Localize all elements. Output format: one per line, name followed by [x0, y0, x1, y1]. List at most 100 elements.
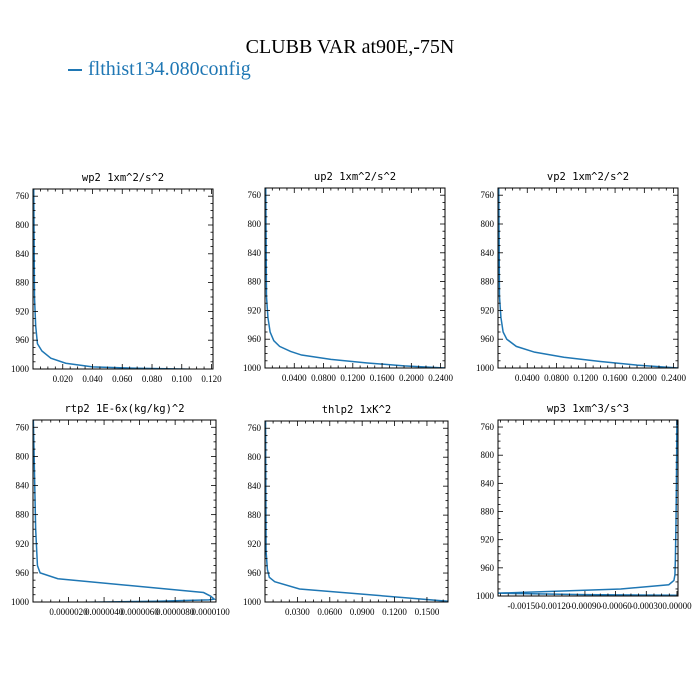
subplot-title: vp2 1xm^2/s^2 [547, 171, 629, 183]
y-tick-label: 840 [481, 478, 495, 488]
subplot-title: wp3 1xm^3/s^3 [547, 403, 629, 415]
x-tick-label: 0.020 [53, 374, 74, 384]
x-tick-label: 0.0000020 [49, 607, 88, 617]
plot-frame [264, 420, 449, 603]
x-tick-label: 0.0400 [282, 373, 307, 383]
x-tick-label: 0.100 [172, 374, 193, 384]
x-tick-label: 0.1200 [382, 607, 407, 617]
y-tick-label: 840 [16, 249, 30, 259]
series-line [265, 421, 448, 602]
x-tick-label: -0.00120 [538, 601, 571, 611]
y-tick-label: 960 [16, 335, 30, 345]
subplot-2: up2 1xm^2/s^2 760 800 840 880 920 960 1000 0.040… [243, 171, 453, 383]
plot-frame [497, 187, 679, 369]
subplot-3: vp2 1xm^2/s^2 760 800 840 880 920 960 1000 0.040… [476, 171, 686, 383]
y-tick-label: 800 [481, 450, 495, 460]
y-tick-label: 840 [481, 248, 495, 258]
y-tick-label: 920 [248, 539, 262, 549]
y-tick-label: 800 [248, 452, 262, 462]
y-tick-label: 800 [481, 219, 495, 229]
subplot-title: up2 1xm^2/s^2 [314, 171, 396, 183]
legend-line-icon [68, 69, 82, 72]
plot-frame [32, 419, 217, 603]
series-line [265, 188, 445, 368]
subplot-1: wp2 1xm^2/s^2 760 800 840 880 920 960 1000 0.020… [11, 172, 222, 384]
plot-frame [264, 187, 446, 369]
subplot-5: thlp2 1xK^2 760 800 840 880 920 960 1000 0.0300 0… [243, 404, 449, 617]
y-tick-label: 760 [481, 190, 495, 200]
y-tick-label: 760 [481, 422, 495, 432]
y-tick-label: 880 [481, 277, 495, 287]
x-tick-label: 0.0000060 [120, 607, 159, 617]
y-tick-label: 760 [248, 423, 262, 433]
y-tick-label: 880 [248, 510, 262, 520]
y-tick-label: 760 [16, 191, 30, 201]
x-tick-label: 0.0300 [285, 607, 310, 617]
series-line [33, 189, 213, 369]
x-tick-label: 0.00000 [662, 601, 692, 611]
page-title: CLUBB VAR at90E,-75N [245, 36, 455, 58]
legend: flthist134.080config [68, 58, 251, 81]
plot-frame [497, 419, 679, 597]
series-line [33, 420, 216, 602]
x-tick-label: 0.1600 [603, 373, 628, 383]
y-tick-label: 880 [481, 507, 495, 517]
y-tick-label: 760 [248, 190, 262, 200]
subplot-6: wp3 1xm^3/s^3 760 800 840 880 920 960 1000 -0.00… [476, 403, 692, 611]
subplot-title: thlp2 1xK^2 [322, 404, 392, 416]
y-tick-label: 1000 [243, 363, 262, 373]
y-tick-label: 960 [16, 568, 30, 578]
series-line [498, 420, 678, 596]
x-tick-label: 0.0000080 [156, 607, 195, 617]
x-tick-label: -0.00150 [507, 601, 540, 611]
y-tick-label: 1000 [11, 364, 30, 374]
x-tick-label: 0.060 [112, 374, 133, 384]
x-tick-label: 0.1600 [370, 373, 395, 383]
y-tick-label: 880 [248, 277, 262, 287]
x-tick-label: -0.00090 [569, 601, 602, 611]
series-line [498, 188, 678, 368]
y-tick-label: 960 [481, 563, 495, 573]
subplot-4: rtp2 1E-6x(kg/kg)^2 760 800 840 880 920 960 100… [11, 403, 230, 617]
x-tick-label: 0.1500 [415, 607, 440, 617]
x-tick-label: 0.120 [201, 374, 222, 384]
x-tick-label: 0.2000 [632, 373, 657, 383]
y-tick-label: 920 [481, 535, 495, 545]
subplot-title: wp2 1xm^2/s^2 [82, 172, 164, 184]
y-tick-label: 920 [16, 539, 30, 549]
y-tick-label: 1000 [476, 363, 495, 373]
x-tick-label: 0.040 [82, 374, 103, 384]
x-tick-label: 0.0800 [311, 373, 336, 383]
y-tick-label: 1000 [11, 597, 30, 607]
x-tick-label: 0.2000 [399, 373, 424, 383]
legend-label: flthist134.080config [88, 58, 251, 80]
y-tick-label: 880 [16, 510, 30, 520]
subplot-title: rtp2 1E-6x(kg/kg)^2 [64, 403, 184, 415]
y-tick-label: 960 [248, 568, 262, 578]
x-tick-label: 0.0600 [317, 607, 342, 617]
plot-frame [32, 188, 214, 370]
x-tick-label: 0.0900 [350, 607, 375, 617]
y-tick-label: 840 [16, 481, 30, 491]
x-tick-label: 0.0000100 [192, 607, 231, 617]
x-tick-label: 0.1200 [340, 373, 365, 383]
y-tick-label: 800 [16, 451, 30, 461]
x-tick-label: 0.1200 [573, 373, 598, 383]
y-tick-label: 760 [16, 422, 30, 432]
y-tick-label: 920 [481, 305, 495, 315]
x-tick-label: 0.2400 [428, 373, 453, 383]
x-tick-label: 0.0000040 [85, 607, 124, 617]
y-tick-label: 1000 [476, 591, 495, 601]
x-tick-label: -0.00030 [630, 601, 663, 611]
y-tick-label: 880 [16, 278, 30, 288]
x-tick-label: 0.080 [142, 374, 163, 384]
y-tick-label: 840 [248, 248, 262, 258]
y-tick-label: 960 [248, 334, 262, 344]
y-tick-label: 920 [16, 306, 30, 316]
x-tick-label: 0.2400 [661, 373, 686, 383]
x-tick-label: 0.0400 [515, 373, 540, 383]
y-tick-label: 920 [248, 305, 262, 315]
y-tick-label: 960 [481, 334, 495, 344]
y-tick-label: 840 [248, 481, 262, 491]
